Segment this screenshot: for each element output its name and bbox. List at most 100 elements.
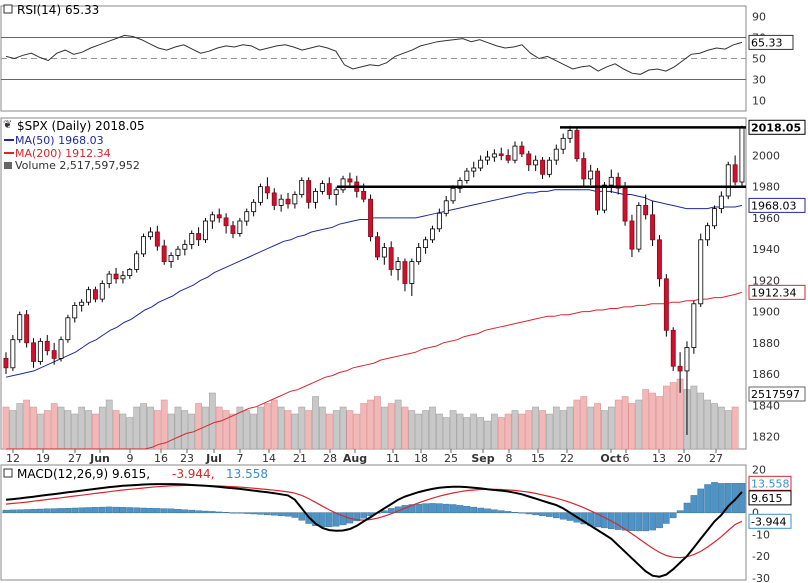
macd-histogram-bar bbox=[628, 512, 636, 531]
candle-body bbox=[319, 183, 325, 192]
candlestick bbox=[237, 217, 243, 237]
candle-body bbox=[285, 198, 291, 205]
volume-bar bbox=[174, 406, 182, 450]
candle-body bbox=[533, 159, 539, 166]
date-axis: 12 19 27 Jun 9 16 23 Jul 7 14 21 28 Aug 11 18 25 Sep 8 15 2… bbox=[6, 449, 723, 465]
rsi-reference-lines bbox=[1, 37, 746, 80]
macd-tick-label: -10 bbox=[752, 528, 770, 541]
candlestick bbox=[113, 267, 119, 284]
ma200-line bbox=[6, 291, 743, 450]
price-tick-label: 1980 bbox=[752, 181, 780, 194]
volume-bar bbox=[346, 410, 354, 450]
candlestick bbox=[10, 335, 16, 371]
candle-body bbox=[230, 225, 236, 234]
candle-body bbox=[347, 178, 353, 183]
candlestick bbox=[182, 239, 188, 256]
candlestick bbox=[636, 202, 642, 253]
candle-body bbox=[526, 153, 532, 166]
candle-body bbox=[17, 314, 23, 341]
candlestick bbox=[505, 149, 511, 164]
price-panel: 2000 1980 1960 1940 1920 1900 1880 1860 1840 1820… bbox=[0, 117, 806, 450]
macd-histogram-bar bbox=[470, 506, 478, 513]
volume-bar bbox=[291, 413, 299, 450]
price-legend: ❦ $SPX (Daily) 2018.05 MA(50) 1968.03 MA… bbox=[3, 118, 145, 172]
candlestick bbox=[567, 125, 573, 143]
candle-body bbox=[657, 239, 662, 280]
candlestick bbox=[705, 222, 710, 247]
macd-histogram-bar bbox=[298, 512, 306, 521]
macd-histogram-bar bbox=[339, 512, 347, 526]
candle-body bbox=[182, 244, 188, 250]
macd-histogram-bar bbox=[16, 509, 24, 513]
candlestick bbox=[230, 221, 236, 239]
volume-bar bbox=[23, 399, 30, 450]
candle-body bbox=[698, 239, 704, 305]
candlestick bbox=[409, 258, 415, 296]
candle-body bbox=[395, 261, 401, 270]
macd-histogram-bar bbox=[291, 512, 299, 518]
candle-body bbox=[677, 365, 683, 372]
candlestick bbox=[691, 300, 697, 354]
candle-body bbox=[691, 303, 697, 348]
candle-body bbox=[491, 153, 497, 158]
macd-histogram-bar bbox=[387, 508, 395, 513]
macd-histogram-bar bbox=[711, 482, 718, 513]
macd-histogram-bar bbox=[525, 512, 533, 515]
volume-bar bbox=[112, 410, 120, 450]
rsi-tick-label: 30 bbox=[752, 74, 766, 87]
macd-histogram-bar bbox=[518, 512, 526, 514]
candlestick bbox=[491, 149, 497, 162]
date-tick-label: 14 bbox=[262, 452, 276, 465]
rsi-last-value: 65.33 bbox=[748, 34, 794, 50]
candle-body bbox=[725, 164, 731, 197]
candlestick bbox=[51, 342, 57, 365]
macd-histogram-bar bbox=[718, 483, 725, 513]
volume-bar bbox=[408, 410, 416, 450]
rsi-last-value-box bbox=[748, 34, 794, 50]
date-tick-label: 28 bbox=[323, 452, 337, 465]
macd-histogram-bar bbox=[614, 512, 622, 530]
candle-body bbox=[519, 145, 525, 155]
price-tick-label: 1960 bbox=[752, 212, 780, 225]
candlestick bbox=[657, 235, 662, 287]
candlestick bbox=[168, 252, 174, 268]
candlestick bbox=[299, 177, 305, 198]
macd-histogram-bar bbox=[353, 512, 361, 522]
macd-histogram-bar bbox=[133, 507, 141, 513]
volume-bar bbox=[628, 403, 636, 450]
candle-body bbox=[705, 225, 710, 241]
candle-body bbox=[629, 220, 635, 250]
candle-body bbox=[553, 148, 559, 161]
volume-bar bbox=[711, 403, 718, 450]
date-tick-label: 19 bbox=[36, 452, 50, 465]
macd-histogram-bar bbox=[415, 503, 423, 514]
candlestick bbox=[615, 172, 621, 195]
volume-bar bbox=[222, 410, 230, 450]
volume-bar bbox=[401, 406, 409, 450]
macd-legend: MACD(12,26,9) 9.615, -3.944, 13.558 bbox=[3, 467, 268, 481]
macd-histogram-bar bbox=[649, 512, 656, 531]
macd-histogram-bar bbox=[642, 512, 649, 532]
date-tick-label: 22 bbox=[560, 452, 574, 465]
volume-bar bbox=[98, 406, 106, 450]
candlestick bbox=[540, 157, 545, 179]
macd-histogram-bar bbox=[160, 508, 168, 513]
macd-histogram-bar bbox=[442, 503, 450, 514]
candlestick bbox=[264, 177, 270, 200]
price-tick-label: 2000 bbox=[752, 149, 780, 162]
ma50-legend-label: MA(50) 1968.03 bbox=[15, 134, 104, 147]
candlestick bbox=[216, 208, 222, 223]
volume-bars bbox=[2, 378, 739, 450]
candlestick bbox=[347, 172, 353, 187]
macd-histogram-bar bbox=[601, 512, 608, 529]
volume-bar bbox=[353, 413, 361, 450]
candlestick bbox=[595, 167, 600, 215]
candle-body bbox=[244, 211, 250, 222]
macd-histogram-bar bbox=[195, 510, 202, 514]
ma50-line bbox=[5, 189, 743, 378]
macd-histogram-bar bbox=[85, 507, 92, 513]
candle-body bbox=[429, 228, 435, 241]
macd-histogram-bar bbox=[264, 512, 271, 516]
volume-bar bbox=[456, 413, 464, 450]
macd-histogram-bar bbox=[319, 512, 326, 528]
